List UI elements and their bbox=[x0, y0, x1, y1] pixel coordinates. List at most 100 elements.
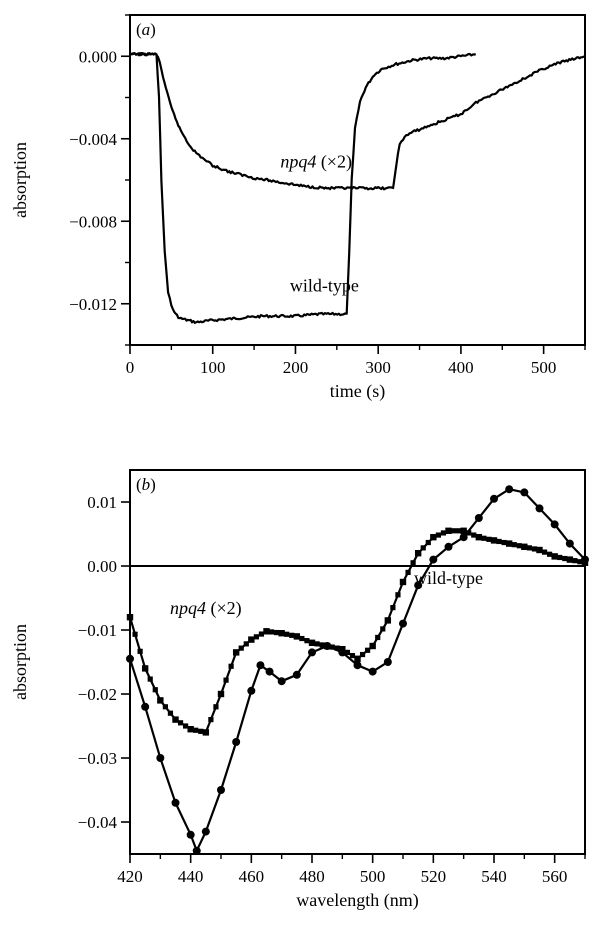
x-tick-label: 560 bbox=[542, 867, 568, 886]
annotation-suffix: (×2) bbox=[206, 598, 242, 619]
data-point bbox=[247, 686, 256, 695]
data-point bbox=[253, 634, 259, 640]
data-point bbox=[256, 661, 265, 670]
panel-b-x-axis-label: wavelength (nm) bbox=[296, 890, 418, 911]
data-point bbox=[410, 560, 416, 566]
data-point bbox=[444, 542, 453, 551]
data-point bbox=[474, 514, 483, 522]
data-point bbox=[435, 532, 441, 538]
data-point bbox=[354, 655, 361, 662]
data-point bbox=[172, 716, 179, 723]
data-point bbox=[304, 638, 310, 644]
data-point bbox=[516, 543, 522, 549]
panel-b-frame bbox=[129, 469, 586, 855]
data-point bbox=[258, 631, 265, 637]
panel-a-series-lines bbox=[129, 52, 586, 324]
data-point bbox=[329, 644, 335, 650]
data-point bbox=[420, 545, 426, 551]
panel-a-y-axis-label: absorption bbox=[10, 142, 30, 218]
data-point bbox=[339, 646, 346, 653]
data-point bbox=[137, 648, 143, 654]
x-tick-label: 460 bbox=[239, 867, 265, 886]
data-point bbox=[577, 559, 583, 565]
data-point bbox=[156, 754, 165, 762]
data-point bbox=[359, 651, 366, 658]
data-point bbox=[353, 661, 362, 670]
data-point bbox=[490, 494, 498, 503]
data-point bbox=[268, 629, 275, 635]
data-point bbox=[217, 786, 225, 794]
data-point bbox=[369, 642, 376, 650]
data-point bbox=[505, 485, 514, 494]
panel-a-frame bbox=[129, 14, 586, 346]
series-annotation: npq4 (×2) bbox=[170, 598, 242, 619]
annotation-name: wild-type bbox=[414, 568, 483, 588]
data-point bbox=[167, 710, 174, 716]
panel-a-x-axis-label: time (s) bbox=[330, 381, 386, 402]
data-point bbox=[238, 645, 244, 651]
panel-b-y-axis-label: absorption bbox=[10, 624, 30, 700]
y-tick-label: −0.004 bbox=[69, 130, 117, 149]
data-point bbox=[557, 554, 563, 561]
data-point bbox=[536, 546, 543, 554]
data-point bbox=[486, 536, 492, 542]
data-point bbox=[292, 670, 301, 679]
data-point bbox=[141, 702, 150, 711]
x-tick-label: 0 bbox=[126, 358, 135, 377]
data-point bbox=[265, 667, 274, 676]
data-point bbox=[490, 537, 498, 544]
data-point bbox=[496, 538, 502, 545]
data-point bbox=[186, 830, 195, 839]
data-point bbox=[520, 488, 529, 497]
y-tick-label: 0.00 bbox=[87, 557, 117, 576]
x-tick-label: 100 bbox=[200, 358, 226, 377]
data-point bbox=[132, 631, 138, 637]
data-point bbox=[349, 653, 356, 659]
data-point bbox=[380, 626, 386, 632]
data-point bbox=[162, 704, 168, 710]
x-tick-label: 480 bbox=[299, 867, 325, 886]
data-point bbox=[368, 667, 377, 676]
data-point bbox=[395, 592, 401, 598]
data-point bbox=[566, 556, 574, 563]
data-point bbox=[223, 677, 229, 683]
annotation-name: npq4 bbox=[280, 152, 316, 172]
data-point bbox=[535, 504, 544, 513]
series-annotation: wild-type bbox=[414, 568, 483, 588]
data-point bbox=[414, 550, 422, 557]
panel-b-annotations: npq4 (×2) wild-type bbox=[170, 568, 483, 619]
data-point bbox=[531, 546, 538, 552]
y-tick-label: −0.012 bbox=[69, 295, 117, 314]
data-point bbox=[263, 628, 270, 635]
x-tick-label: 200 bbox=[283, 358, 309, 377]
series-annotation: wild-type bbox=[290, 275, 359, 295]
data-point bbox=[217, 690, 225, 698]
data-point bbox=[459, 533, 468, 542]
data-point bbox=[526, 545, 532, 551]
data-point bbox=[460, 527, 467, 534]
data-point bbox=[383, 658, 392, 666]
data-point bbox=[471, 532, 477, 538]
panel-a: 0 100 200 300 400 5000.000−0.004−0.008−0.012 … bbox=[10, 14, 586, 402]
data-point bbox=[547, 551, 553, 557]
data-point bbox=[466, 530, 472, 536]
data-point bbox=[293, 633, 301, 640]
y-tick-label: 0.01 bbox=[87, 493, 117, 512]
data-point bbox=[278, 630, 285, 637]
annotation-name: npq4 bbox=[170, 598, 206, 618]
series-annotation: npq4 (×2) bbox=[280, 152, 352, 173]
data-point bbox=[193, 727, 199, 733]
data-point bbox=[228, 663, 234, 669]
data-point bbox=[521, 543, 528, 550]
x-tick-label: 440 bbox=[178, 867, 204, 886]
data-point bbox=[208, 717, 214, 723]
series-line bbox=[128, 529, 586, 734]
annotation-name: wild-type bbox=[290, 275, 359, 295]
data-point bbox=[248, 636, 255, 643]
data-point bbox=[308, 648, 316, 657]
panel-b-ticks: 420 440 460 480 500 520 540 560 0.01 0.00 −0.01 −0.… bbox=[78, 493, 586, 886]
data-point bbox=[243, 641, 249, 647]
data-point bbox=[511, 542, 517, 548]
data-point bbox=[299, 635, 305, 642]
